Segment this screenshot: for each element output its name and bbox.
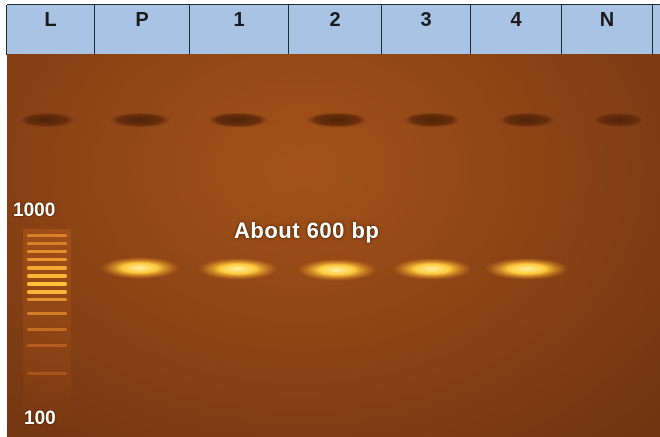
band-positive (100, 257, 180, 279)
ladder-label-100: 100 (24, 408, 56, 429)
lane-label-text: 4 (510, 9, 522, 31)
well (305, 112, 369, 128)
lane-label-text: 1 (233, 9, 245, 31)
ladder-band (27, 250, 67, 253)
ladder-band (27, 290, 67, 294)
ladder-band (27, 328, 67, 331)
ladder-band (27, 258, 67, 261)
lane-label-3: 3 (381, 5, 471, 55)
lane-label-positive: P (94, 5, 190, 55)
band-sample-3 (392, 258, 472, 280)
ladder-band (27, 274, 67, 278)
lane-header: L P 1 2 3 4 N (6, 4, 660, 56)
lane-label-text: L (44, 9, 57, 31)
lane-label-text: 3 (420, 9, 432, 31)
ladder-bands (27, 234, 67, 375)
gel-graphic (17, 112, 647, 429)
ladder-band (27, 372, 67, 375)
well (17, 112, 77, 128)
ladder-label-1000: 1000 (13, 200, 56, 221)
wells (17, 112, 647, 128)
band-size-annotation: About 600 bp (234, 218, 380, 243)
well (108, 112, 172, 128)
lane-label-1: 1 (189, 5, 289, 55)
lane-label-4: 4 (470, 5, 562, 55)
lane-label-negative: N (561, 5, 653, 55)
well (591, 112, 647, 128)
sample-bands (100, 257, 569, 281)
ladder-band (27, 312, 67, 315)
well (497, 112, 557, 128)
well (206, 112, 270, 128)
lane-label-ladder: L (6, 5, 95, 55)
band-sample-4 (485, 258, 569, 280)
gel-image: 1000 100 About 600 bp (7, 54, 660, 437)
ladder-band (27, 242, 67, 245)
ladder-band (27, 234, 67, 237)
lane-label-text: P (135, 9, 149, 31)
band-sample-1 (198, 258, 278, 280)
lane-label-text: N (599, 9, 615, 31)
band-sample-2 (297, 259, 377, 281)
well (402, 112, 462, 128)
ladder-band (27, 344, 67, 347)
lane-label-2: 2 (288, 5, 382, 55)
ladder-band (27, 266, 67, 270)
lane-label-text: 2 (329, 9, 341, 31)
ladder-band (27, 282, 67, 286)
ladder-band (27, 298, 67, 301)
